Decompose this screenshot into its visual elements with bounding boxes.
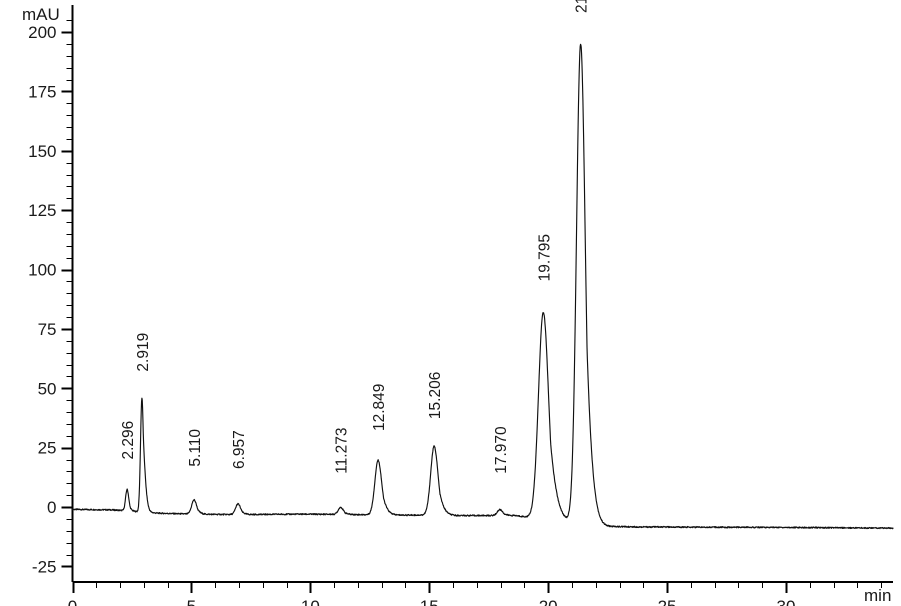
x-tick-label: 5 bbox=[187, 597, 196, 606]
x-axis-tick-labels: 0 5 10 15 20 25 30 bbox=[68, 597, 796, 606]
x-tick-label: 0 bbox=[68, 597, 77, 606]
peak-label: 2.919 bbox=[135, 333, 152, 372]
x-tick-label: 10 bbox=[301, 597, 320, 606]
x-tick-label: 15 bbox=[420, 597, 439, 606]
y-axis-ticks bbox=[61, 19, 73, 568]
x-axis-ticks bbox=[72, 582, 883, 593]
peak-label: 11.273 bbox=[334, 428, 351, 474]
peak-label: 19.795 bbox=[536, 234, 553, 281]
y-tick-label: 50 bbox=[38, 379, 57, 398]
y-axis-unit-label: mAU bbox=[22, 5, 60, 24]
peak-label: 5.110 bbox=[187, 429, 204, 467]
axis-lines bbox=[71, 5, 893, 583]
peak-label: 17.970 bbox=[493, 426, 510, 474]
peak-label: 15.206 bbox=[427, 372, 444, 419]
peak-label: 6.957 bbox=[231, 430, 248, 469]
x-tick-label: 25 bbox=[658, 597, 677, 606]
peak-label: 2.296 bbox=[120, 421, 137, 460]
signal-trace bbox=[71, 43, 894, 530]
peak-label: 21.366 bbox=[574, 0, 591, 13]
y-axis-tick-labels: -25 0 25 50 75 100 125 150 175 200 bbox=[28, 23, 56, 576]
y-tick-label: 150 bbox=[28, 142, 56, 161]
y-tick-label: 125 bbox=[28, 201, 56, 220]
y-tick-label: 0 bbox=[47, 498, 56, 517]
x-axis-unit-label: min bbox=[864, 586, 891, 605]
y-tick-label: 75 bbox=[38, 320, 57, 339]
peak-label: 12.849 bbox=[371, 384, 388, 431]
y-tick-label: -25 bbox=[32, 557, 57, 576]
y-tick-label: 100 bbox=[28, 261, 56, 280]
y-tick-label: 200 bbox=[28, 23, 56, 42]
x-tick-label: 30 bbox=[777, 597, 796, 606]
y-tick-label: 175 bbox=[28, 82, 56, 101]
peak-labels: 2.296 2.919 5.110 6.957 11.273 12.849 15.206 17… bbox=[120, 0, 590, 474]
y-tick-label: 25 bbox=[38, 439, 57, 458]
x-tick-label: 20 bbox=[539, 597, 558, 606]
